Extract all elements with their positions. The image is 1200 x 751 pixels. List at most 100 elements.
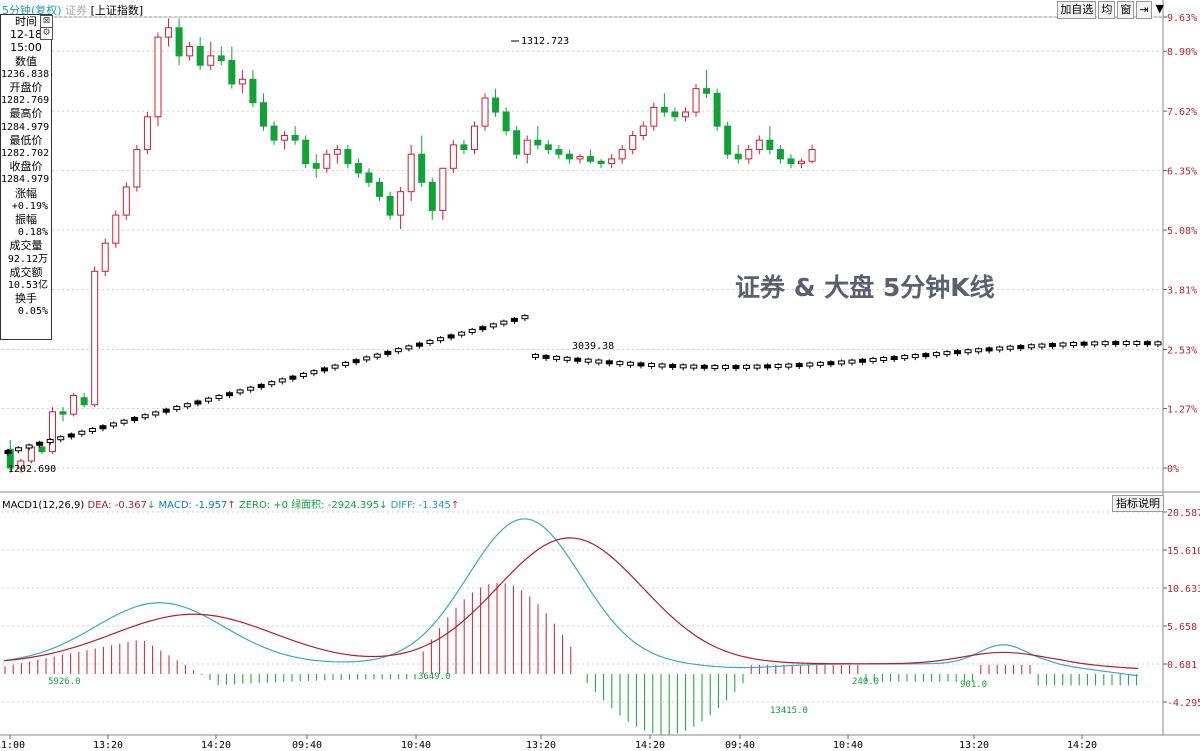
average-button[interactable]: 均 (1098, 1, 1116, 19)
candle-body (376, 181, 384, 197)
candle-body (397, 191, 405, 216)
candle-body (154, 36, 162, 118)
macd-area-label: 901.0 (960, 680, 987, 690)
candle-body (776, 149, 784, 160)
x-tick-label: 14:20 (635, 740, 665, 751)
candle-body (407, 153, 415, 193)
x-tick-label: 10:40 (833, 740, 863, 751)
candle-body (365, 172, 373, 183)
candle-body (703, 88, 711, 94)
macd-area-label: 13415.0 (770, 706, 808, 716)
settings-icon[interactable]: ⚙ (40, 27, 53, 40)
date-value: 12-18 (10, 28, 42, 42)
index-bar (1017, 344, 1025, 349)
index-bar (869, 357, 877, 362)
dropdown-icon[interactable]: ▼ (1155, 2, 1164, 15)
candle-body (428, 181, 436, 211)
candle-body (555, 149, 563, 155)
candle-body (133, 149, 141, 188)
index-bar (1070, 342, 1078, 347)
macd-value: MACD: -1.957 (158, 500, 228, 511)
index-bar (1122, 341, 1130, 346)
index-bar (648, 363, 656, 368)
green-arrow-icon: ↓ (379, 500, 388, 511)
index-bar (342, 361, 350, 366)
top-toolbar: 加自选 均 窗 ⇥ ▼ (1057, 1, 1166, 19)
candle-body (217, 55, 225, 62)
index-bar (700, 364, 708, 369)
index-bar (394, 348, 402, 353)
index-bar (226, 392, 234, 397)
expand-icon[interactable]: ⇥ (1136, 1, 1152, 19)
candle-body (80, 397, 88, 406)
y-tick-label: 3.81% (1167, 286, 1197, 297)
candle-body (587, 156, 595, 162)
index-bar (426, 339, 434, 344)
candle-body (112, 214, 120, 244)
candle-body (17, 460, 25, 469)
macd-zero: ZERO: +0 (238, 500, 288, 511)
index-bar (152, 411, 160, 416)
window-button[interactable]: 窗 (1117, 1, 1135, 19)
index-bar (753, 364, 761, 369)
macd-y-tick-label: -4.295 (1167, 698, 1200, 709)
index-bar (774, 364, 782, 369)
title-stock: 证券 (65, 4, 88, 17)
index-bar (848, 359, 856, 364)
candle-body (713, 92, 721, 127)
title-period[interactable]: 5分钟(复权) (2, 4, 62, 17)
candle-body (766, 139, 774, 151)
candle-body (344, 149, 352, 165)
macd-y-tick-label: 5.658 (1167, 622, 1197, 633)
index-bar (173, 405, 181, 410)
candle-body (259, 102, 267, 127)
candle-body (439, 167, 447, 211)
index-bar (806, 362, 814, 367)
index-bar (510, 317, 518, 322)
macd-area-label: 3649.0 (418, 672, 451, 682)
index-bar (1133, 341, 1141, 346)
index-bar (363, 356, 371, 361)
macd-y-tick-label: 10.633 (1167, 584, 1200, 595)
candle-body (523, 139, 531, 155)
index-bar (985, 347, 993, 352)
index-bar (4, 450, 12, 454)
candle-body (660, 106, 668, 113)
chart-title: 5分钟(复权) 证券 [上证指数] (2, 2, 143, 18)
index-bar (975, 348, 983, 353)
value-label: 数值 (15, 54, 37, 68)
candle-body (460, 144, 468, 151)
overlay-title: 证券 & 大盘 5分钟K线 (735, 273, 995, 302)
index-bar (500, 320, 508, 325)
amount-value: 10.53亿 (7, 280, 48, 292)
macd-dea: DEA: -0.367 (87, 500, 147, 511)
index-bar (626, 361, 634, 366)
change-value: +0.19% (11, 200, 48, 212)
candle-body (6, 448, 14, 469)
value-value: 1236.838 (1, 68, 50, 80)
candle-body (418, 153, 426, 183)
macd-name[interactable]: MACD1(12,26,9) (2, 500, 85, 511)
index-bar (1091, 341, 1099, 346)
indicator-help-button[interactable]: 指标说明 (1112, 495, 1164, 512)
index-bar (954, 350, 961, 355)
index-bar (563, 356, 571, 361)
candle-body (207, 55, 215, 66)
low-label: 最低价 (9, 133, 43, 147)
index-bar (901, 355, 909, 360)
add-watchlist-button[interactable]: 加自选 (1057, 1, 1097, 19)
min-price-label: 1202.690 (8, 464, 56, 475)
index-bar (816, 361, 824, 366)
time-value: 15:00 (10, 41, 42, 55)
index-bar (110, 422, 117, 427)
candle-body (798, 160, 806, 165)
index-bar (616, 361, 624, 366)
dea-line (3, 537, 1139, 670)
candle-body (681, 111, 689, 118)
y-tick-label: 1.27% (1167, 405, 1197, 416)
macd-area-label: 5926.0 (48, 677, 81, 687)
close-value: 1284.979 (1, 174, 50, 186)
index-bar (141, 414, 149, 419)
high-label: 最高价 (9, 107, 43, 121)
amplitude-label: 振幅 (15, 213, 37, 227)
